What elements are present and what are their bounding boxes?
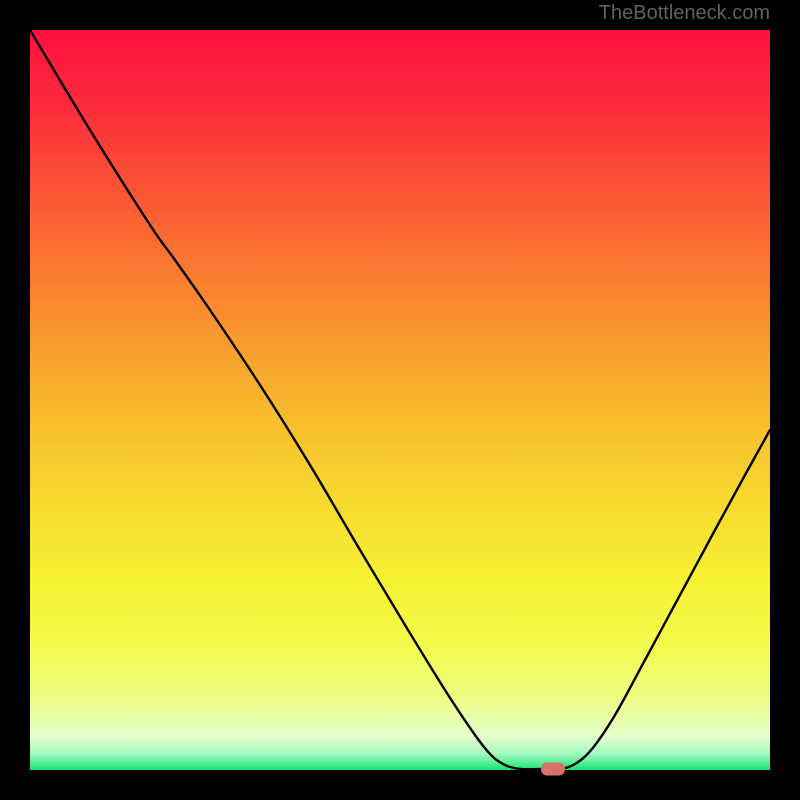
optimal-marker-rect	[541, 763, 565, 776]
chart-stage: TheBottleneck.com	[0, 0, 800, 800]
bottleneck-curve	[0, 0, 800, 800]
optimal-marker	[541, 763, 565, 776]
curve-path	[30, 30, 770, 769]
watermark-text: TheBottleneck.com	[599, 2, 770, 25]
optimal-marker-shape	[541, 763, 565, 776]
